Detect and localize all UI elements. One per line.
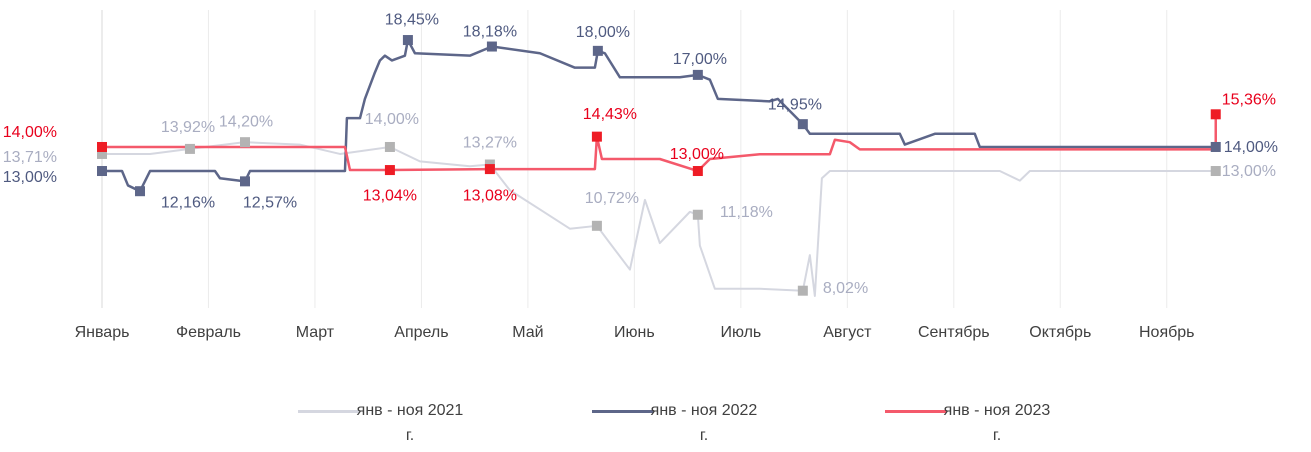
data-label: 17,00% [673,51,727,68]
data-label: 12,57% [243,195,297,212]
legend-label: янв - ноя 2021 г. [356,402,464,444]
data-marker [692,209,703,220]
series-line [102,114,1217,173]
data-label: 14,43% [583,106,637,123]
data-label: 13,04% [363,187,417,204]
data-label: 18,00% [576,24,630,41]
data-label: 18,45% [385,11,439,28]
data-label: 13,00% [3,169,57,186]
data-label: 14,00% [3,124,57,141]
data-label: 14,95% [768,96,822,113]
legend-swatch [298,410,360,413]
data-marker [184,143,195,154]
data-marker [97,166,107,177]
data-marker [692,166,703,177]
data-marker [135,186,146,197]
x-tick-label: Сентябрь [918,324,990,341]
data-label: 13,92% [161,119,215,136]
data-label: 13,00% [1222,163,1276,180]
x-tick-label: Октябрь [1029,324,1091,341]
legend-swatch [885,410,947,413]
legend-swatch [592,410,654,413]
data-marker [402,35,413,46]
data-label: 13,71% [3,149,57,166]
data-label: 18,18% [463,24,517,41]
data-marker [1210,141,1221,152]
series-line [102,141,1216,297]
data-marker [97,148,107,159]
data-marker [97,141,107,152]
data-marker [239,176,250,187]
x-tick-label: Ноябрь [1139,324,1195,341]
data-marker [592,45,603,56]
x-tick-label: Апрель [394,324,448,341]
x-tick-label: Май [512,324,543,341]
data-marker [239,137,250,148]
data-label: 12,16% [161,194,215,211]
data-label: 11,18% [720,204,773,221]
data-label: 10,72% [585,190,639,207]
data-label: 8,02% [823,280,868,297]
data-marker [384,165,395,176]
legend-label: янв - ноя 2023 г. [943,402,1051,444]
data-label: 14,20% [219,113,273,130]
x-tick-label: Июнь [614,324,655,341]
data-marker [591,131,602,142]
data-label: 13,27% [463,135,517,152]
x-tick-label: Март [296,324,335,341]
data-label: 13,00% [670,146,724,163]
data-marker [484,164,495,175]
data-marker [797,119,808,130]
x-tick-label: Январь [75,324,130,341]
data-label: 15,36% [1222,92,1276,109]
data-marker [797,285,808,296]
data-marker [384,141,395,152]
x-tick-label: Февраль [176,324,241,341]
x-tick-label: Август [823,324,872,341]
data-marker [692,69,703,80]
x-tick-label: Июль [720,324,761,341]
legend-label: янв - ноя 2022 г. [650,402,758,444]
data-marker [1210,109,1221,120]
data-label: 14,00% [1224,139,1278,156]
data-label: 14,00% [365,111,419,128]
data-marker [486,41,497,52]
data-marker [1210,166,1221,177]
data-label: 13,08% [463,187,517,204]
data-marker [591,220,602,231]
